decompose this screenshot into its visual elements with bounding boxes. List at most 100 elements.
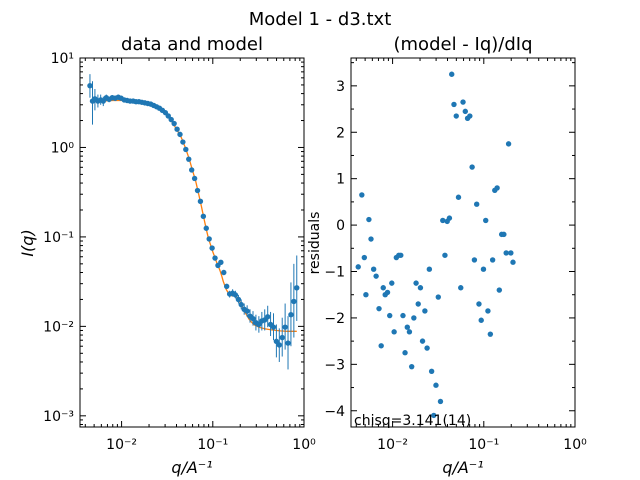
- data-point: [165, 113, 171, 119]
- residual-point: [501, 231, 507, 238]
- residual-point: [485, 308, 491, 314]
- data-point: [197, 198, 204, 205]
- left-model-line-group: [89, 99, 297, 332]
- residual-point: [496, 287, 503, 293]
- data-point: [285, 340, 291, 346]
- left-ytick-label: 10⁻²: [43, 319, 74, 335]
- residual-point: [370, 266, 377, 272]
- data-point: [218, 259, 224, 266]
- right-ytick-label: −2: [324, 311, 345, 327]
- data-point: [256, 321, 262, 328]
- residual-point: [458, 285, 464, 291]
- residual-point: [398, 252, 404, 258]
- residual-point: [489, 257, 496, 263]
- right-ytick-label: 2: [336, 125, 345, 141]
- left-ytick-label: 10⁻³: [43, 409, 74, 425]
- data-point: [250, 315, 256, 322]
- residual-point: [483, 217, 489, 224]
- right-y-axis-label: residuals: [307, 212, 323, 275]
- left-xtick-label: 10⁰: [292, 437, 316, 453]
- data-point: [221, 269, 227, 276]
- data-point: [87, 83, 93, 89]
- data-point: [203, 225, 209, 231]
- residual-point: [473, 201, 480, 207]
- data-point: [168, 116, 174, 123]
- right-plot-frame: [350, 57, 576, 428]
- residual-point: [378, 343, 384, 349]
- residual-point: [419, 338, 426, 344]
- data-point: [188, 167, 195, 173]
- residual-point: [415, 301, 421, 307]
- data-point: [191, 175, 198, 182]
- residual-point: [363, 292, 369, 298]
- data-point: [288, 312, 294, 318]
- data-point: [223, 283, 230, 290]
- left-ytick-label: 10⁻¹: [43, 230, 74, 246]
- residual-point: [424, 345, 430, 351]
- data-point: [212, 255, 218, 261]
- residual-point: [391, 329, 397, 335]
- residual-point: [387, 312, 393, 319]
- right-axis-ticks: 10⁻² 10⁻¹ 10⁰ −4 −3 −2 −1 0 1 2 3: [324, 58, 587, 453]
- residual-point: [408, 363, 415, 370]
- right-panel: (model - Iq)/dIq 10⁻² 10⁻¹ 10⁰ −4 −3 −2 −1 0 1 2 3…: [307, 34, 587, 477]
- data-point: [209, 245, 215, 251]
- data-point: [200, 213, 207, 219]
- data-point: [174, 126, 180, 132]
- residual-point: [411, 315, 417, 321]
- data-point: [232, 292, 239, 298]
- residual-point: [417, 285, 424, 291]
- residual-point: [476, 301, 482, 307]
- chisq-annotation: chisq=3.141(14): [354, 413, 471, 429]
- right-xtick-label: 10⁻¹: [468, 437, 499, 453]
- residual-point: [451, 101, 457, 108]
- left-xtick-label: 10⁻¹: [197, 437, 228, 453]
- residual-point: [422, 308, 428, 314]
- right-ytick-label: 1: [336, 172, 345, 188]
- residual-point: [359, 192, 365, 198]
- residual-point: [406, 329, 413, 335]
- left-axis-ticks: 10⁻² 10⁻¹ 10⁰ 10⁻³ 10⁻² 10⁻¹ 10⁰ 10¹: [43, 51, 316, 453]
- residual-point: [400, 312, 406, 319]
- right-ytick-label: −4: [324, 404, 345, 420]
- residual-point: [440, 217, 446, 224]
- left-x-axis-label: q/A⁻¹: [171, 458, 212, 477]
- residual-point: [478, 317, 484, 323]
- right-ytick-label: 3: [336, 79, 345, 95]
- residual-point: [433, 382, 439, 388]
- data-point: [186, 156, 192, 162]
- residual-point: [467, 113, 473, 119]
- data-point: [238, 301, 244, 308]
- data-point: [183, 146, 189, 153]
- data-point: [265, 314, 271, 320]
- data-point: [282, 324, 288, 330]
- residual-point: [368, 236, 374, 242]
- data-point: [171, 120, 177, 127]
- data-point: [206, 236, 212, 242]
- left-y-axis-label: I(q): [18, 229, 37, 256]
- residual-point: [471, 257, 478, 263]
- left-panel-title: data and model: [121, 34, 263, 55]
- residual-point: [437, 398, 444, 405]
- right-panel-title: (model - Iq)/dIq: [394, 34, 533, 55]
- figure-title: Model 1 - d3.txt: [249, 9, 392, 30]
- right-points-group: [355, 71, 516, 419]
- residual-point: [373, 273, 379, 279]
- right-x-axis-label: q/A⁻¹: [442, 458, 483, 477]
- residual-point: [469, 164, 475, 170]
- data-point: [291, 298, 297, 305]
- left-errorbars-group: [89, 74, 298, 370]
- residual-point: [376, 305, 382, 312]
- residual-point: [413, 280, 419, 286]
- right-ytick-label: 0: [336, 218, 345, 234]
- residual-point: [494, 185, 500, 191]
- residual-point: [426, 266, 433, 272]
- left-xtick-label: 10⁻²: [106, 437, 137, 453]
- data-point: [177, 131, 183, 138]
- data-point: [180, 139, 186, 145]
- residual-point: [361, 254, 368, 261]
- residual-point: [503, 250, 509, 256]
- right-xtick-label: 10⁻²: [377, 437, 408, 453]
- left-points-group: [87, 83, 300, 348]
